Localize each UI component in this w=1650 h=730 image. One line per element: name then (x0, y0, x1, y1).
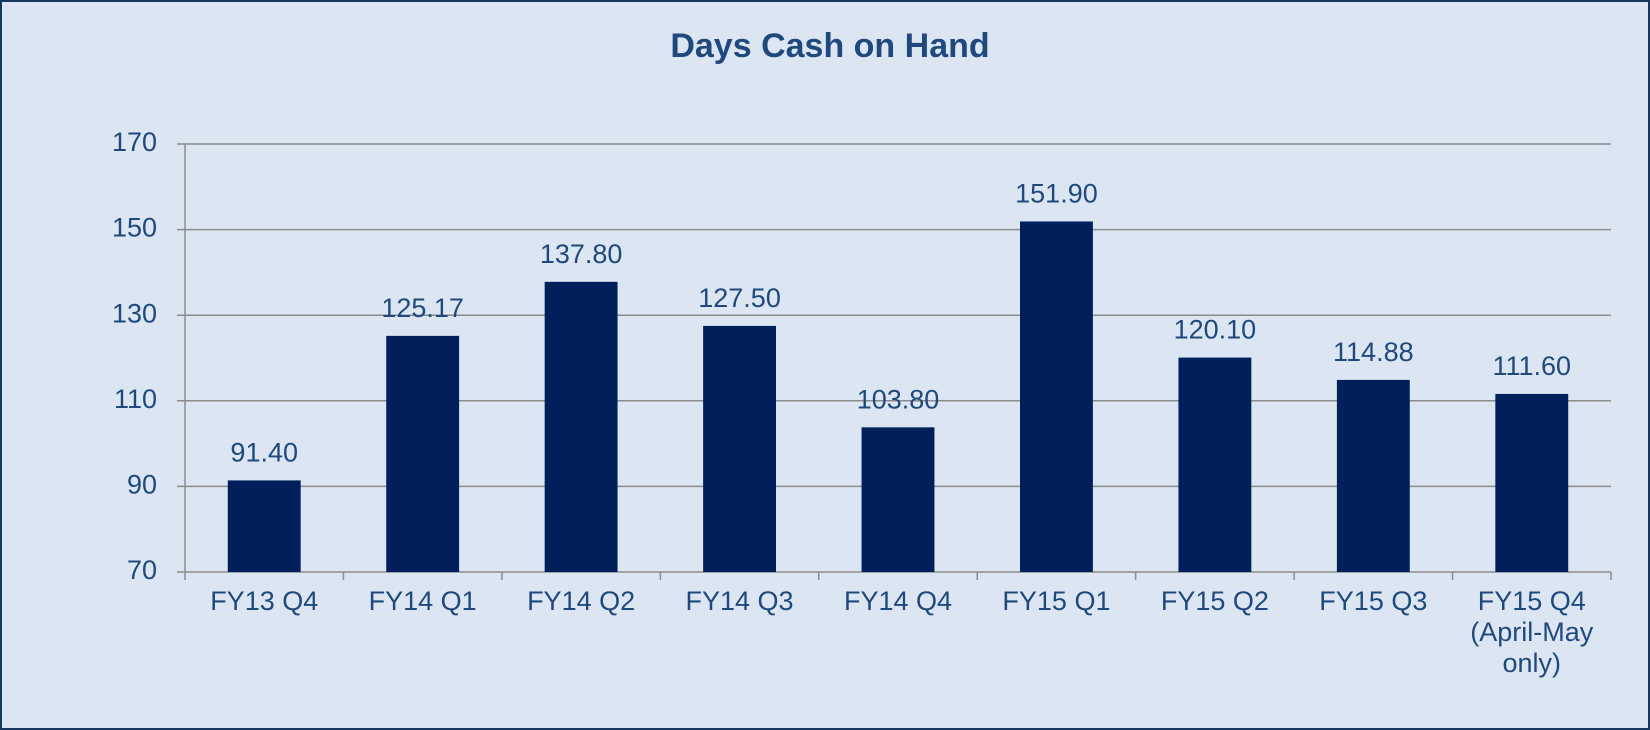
data-label: 125.17 (381, 293, 464, 323)
x-tick-label: FY14 Q4 (843, 586, 953, 616)
y-tick-label: 70 (127, 555, 157, 585)
data-label: 120.10 (1174, 315, 1257, 345)
y-tick-label: 130 (112, 298, 157, 328)
data-label: 91.40 (230, 438, 298, 468)
x-tick-label: FY14 Q2 (527, 586, 636, 616)
x-tick-label: FY15 Q3 (1319, 586, 1428, 616)
data-label: 103.80 (857, 384, 940, 414)
bar (861, 427, 935, 572)
bar (227, 480, 301, 572)
x-tick-label: FY13 Q4 (210, 586, 319, 616)
bar (1178, 357, 1252, 572)
bar (703, 325, 776, 572)
data-label: 114.88 (1333, 337, 1414, 367)
x-tick-label: FY15 Q1 (1002, 586, 1111, 616)
y-tick-label: 110 (114, 384, 157, 414)
bar (1495, 393, 1569, 572)
chart-title: Days Cash on Hand (670, 27, 989, 65)
x-tick-label: FY14 Q3 (685, 586, 794, 616)
data-label: 127.50 (698, 283, 781, 313)
x-tick-label: FY15 Q4 (April-May only) (1470, 586, 1594, 678)
bar (386, 335, 460, 572)
bar (544, 281, 618, 572)
data-label: 137.80 (540, 239, 623, 269)
bar (1020, 221, 1093, 572)
y-tick-label: 90 (127, 470, 157, 500)
y-tick-label: 170 (112, 127, 157, 157)
y-tick-label: 150 (112, 213, 157, 243)
bar (1336, 379, 1410, 572)
x-tick-label: FY15 Q2 (1160, 586, 1269, 616)
data-label: 111.60 (1492, 351, 1571, 381)
data-label: 151.90 (1015, 179, 1098, 209)
x-tick-label: FY14 Q1 (368, 586, 477, 616)
